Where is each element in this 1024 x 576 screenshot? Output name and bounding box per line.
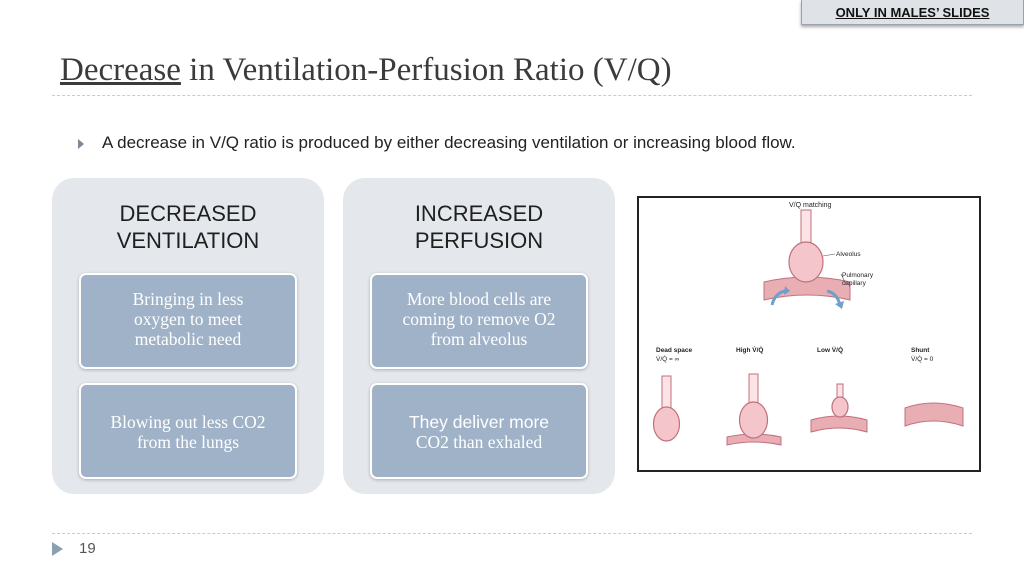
low-vq-alveolus [831,396,849,418]
page-number: 19 [79,540,96,557]
effect-line: from the lungs [136,432,240,452]
effect-line: CO2 than exhaled [415,432,543,452]
males-only-tag: ONLY IN MALES’ SLIDES [801,0,1024,25]
state-label-high: High V̇/Q̇ [736,346,763,354]
bullet-arrow-icon [78,139,84,149]
title-rest: in Ventilation-Perfusion Ratio (V/Q) [180,52,672,88]
panel-heading: DECREASED VENTILATION [52,200,324,254]
label-capillary: capillary [842,280,867,287]
label-capillary: Pulmonary [842,272,874,279]
low-vq-capillary [810,415,868,433]
panel-heading: INCREASED PERFUSION [343,200,615,254]
vq-diagram: V/Q matching Alveolus Pulmonary capillar… [652,202,964,446]
effect-box: More blood cells are coming to remove O2… [370,273,588,369]
state-ratio-dead-space: V̇/Q̇ = ∞ [656,355,680,363]
slide-title: Decrease in Ventilation-Perfusion Ratio … [60,52,960,89]
bullet-item: A decrease in V/Q ratio is produced by e… [78,133,796,153]
heading-line: INCREASED [414,201,544,226]
outflow-arrowhead-icon [835,301,844,309]
effect-box: Bringing in less oxygen to meet metaboli… [79,273,297,369]
label-alveolus: Alveolus [836,251,861,258]
inflow-arrowhead-icon [784,286,790,295]
effect-line: They deliver more [408,412,550,432]
state-label-low: Low V̇/Q̇ [817,346,843,354]
dead-space-alveolus [652,406,681,442]
effect-box: They deliver more CO2 than exhaled [370,383,588,479]
effect-line: Bringing in less [132,289,244,309]
state-label-shunt: Shunt [911,347,930,354]
effect-line: More blood cells are [406,289,552,309]
top-capillary [763,276,851,301]
effect-box: Blowing out less CO2 from the lungs [79,383,297,479]
effect-line: oxygen to meet [134,309,242,329]
shunt-capillary [904,402,964,427]
high-vq-alveolus [738,401,769,439]
heading-line: PERFUSION [414,228,544,253]
page-arrow-icon [52,542,63,556]
heading-line: DECREASED [119,201,257,226]
vq-matching-figure: V/Q matching Alveolus Pulmonary capillar… [637,196,981,472]
footer-divider [52,533,972,534]
title-emphasis: Decrease [60,52,181,88]
low-vq-airway [836,383,844,399]
effect-line: coming to remove O2 [402,309,556,329]
capillary-pointer [840,273,847,285]
bullet-text: A decrease in V/Q ratio is produced by e… [102,133,796,152]
panel-decreased-ventilation: DECREASED VENTILATION Bringing in less o… [52,178,324,494]
title-divider [52,95,972,96]
top-alveolus [788,241,824,283]
figure-caption: V/Q matching [789,202,832,209]
effect-line: metabolic need [134,329,242,349]
inflow-arrow-icon [770,289,786,306]
panel-increased-perfusion: INCREASED PERFUSION More blood cells are… [343,178,615,494]
heading-line: VENTILATION [116,228,260,253]
effect-line: Blowing out less CO2 [110,412,266,432]
alveolus-pointer [822,253,836,257]
effect-line: from alveolus [430,329,528,349]
state-ratio-shunt: V̇/Q̇ = 0 [911,355,934,363]
state-label-dead-space: Dead space [656,347,693,354]
